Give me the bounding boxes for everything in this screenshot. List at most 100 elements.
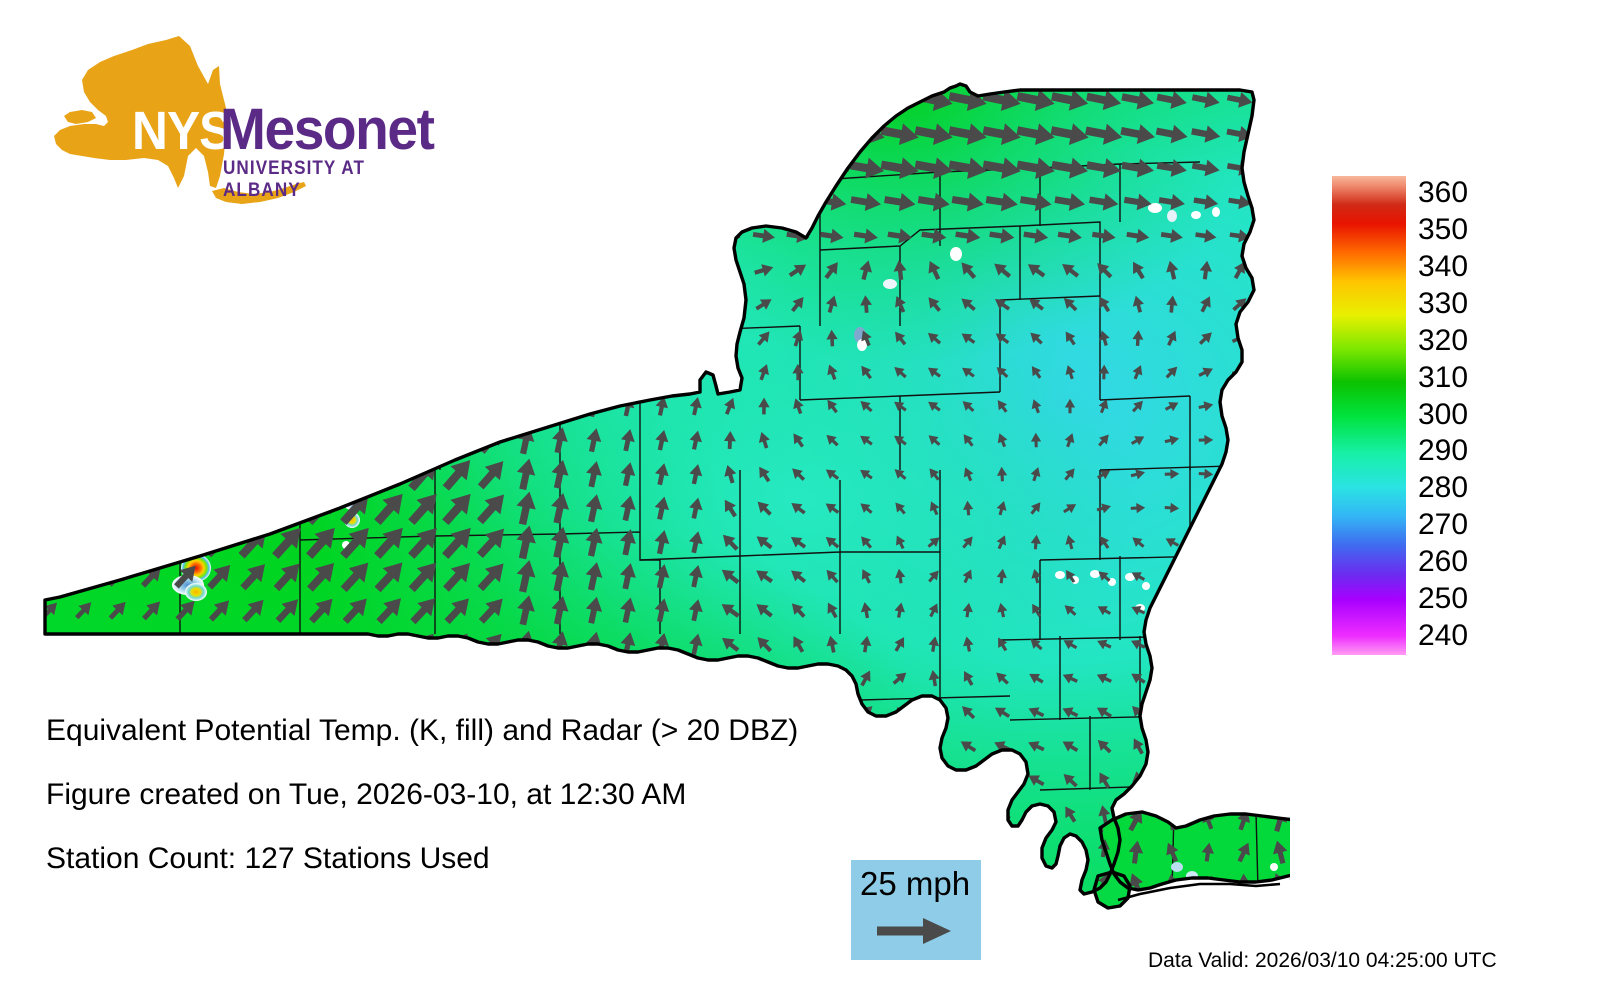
wind-vector-arrow [519,192,533,212]
wind-vector-arrow [826,569,839,584]
wind-vector-arrow [1266,434,1282,446]
wind-vector-arrow [142,363,160,383]
wind-vector-arrow [1062,264,1080,278]
wind-vector-arrow [478,598,503,624]
wind-vector-arrow [788,264,807,278]
coastline [1117,878,1290,902]
wind-vector-arrow [1130,436,1145,446]
wind-vector-arrow [620,529,636,556]
wind-vector-arrow [962,401,975,412]
wind-vector-arrow [584,194,602,211]
wind-vector-arrow [793,433,804,448]
wind-vector-arrow [1063,773,1078,788]
wind-vector-arrow [754,264,774,277]
wind-vector-arrow [1200,703,1212,721]
wind-vector-arrow [1016,89,1055,111]
wind-vector-arrow [174,395,195,419]
wind-vector-arrow [1131,639,1146,650]
wind-vector-arrow [781,158,815,178]
wind-vector-arrow [927,332,942,345]
wind-vector-arrow [1065,535,1076,550]
wind-scale-label: 25 mph [860,865,971,902]
map-container[interactable] [0,0,1290,960]
wind-vector-arrow [1054,193,1086,212]
wind-vector-arrow [827,602,838,619]
wind-vector-arrow [214,262,228,279]
wind-vector-arrow [45,161,60,175]
wind-scale-key: 25 mph [851,860,981,960]
wind-vector-arrow [1120,124,1155,145]
wind-vector-arrow [382,906,398,927]
wind-vector-arrow [340,493,369,526]
wind-vector-arrow [686,263,706,277]
wind-vector-arrow [145,260,159,280]
wind-vector-arrow [1166,295,1178,313]
new-york-state-theta-e-map[interactable] [0,0,1290,960]
wind-vector-arrow [1091,228,1116,244]
wind-vector-arrow [442,527,471,559]
wind-vector-arrow [176,94,195,107]
wind-vector-arrow [1086,90,1122,111]
wind-vector-arrow [417,327,431,349]
wind-vector-arrow [143,163,160,175]
wind-vector-arrow [280,906,296,927]
wind-vector-arrow [1028,707,1045,718]
wind-vector-arrow [914,157,953,180]
wind-vector-arrow [715,159,745,177]
wind-vector-arrow [746,124,781,144]
wind-vector-arrow [1060,939,1081,960]
wind-vector-arrow [995,842,1011,856]
wind-vector-arrow [1027,264,1046,278]
wind-vector-arrow [314,297,331,313]
wind-vector-arrow [177,128,194,141]
wind-vector-arrow [447,669,467,689]
wind-vector-arrow [1234,669,1246,687]
wind-vector-arrow [793,398,804,415]
wind-vector-arrow [685,229,707,243]
wind-vector-arrow [689,464,703,485]
wind-vector-arrow [210,670,228,688]
wind-vector-arrow [1057,228,1082,244]
wind-vector-arrow [759,669,771,688]
wind-vector-arrow [140,566,161,588]
wind-vector-arrow [408,562,437,593]
wind-vector-arrow [1233,571,1248,582]
wind-vector-arrow [655,463,669,486]
wind-vector-arrow [1198,434,1214,446]
wind-vector-arrow [1233,538,1248,548]
wind-vector-arrow [418,261,431,280]
wind-vector-arrow [1019,192,1052,212]
wind-vector-arrow [517,595,535,626]
wind-vector-arrow [1198,468,1214,479]
wind-vector-arrow [343,393,367,421]
wind-vector-arrow [756,604,773,618]
wind-vector-arrow [756,570,773,584]
wind-vector-arrow [452,194,465,212]
wind-vector-arrow [248,193,261,212]
wind-vector-arrow [382,162,399,176]
wind-vector-arrow [106,463,128,487]
wind-vector-arrow [860,435,873,446]
wind-vector-arrow [1264,905,1283,927]
wind-vector-arrow [171,495,198,524]
wind-vector-arrow [106,429,127,453]
wind-vector-arrow [553,157,567,179]
wind-vector-arrow [486,159,500,178]
wind-vector-arrow [484,906,500,927]
wind-vector-arrow [277,362,297,384]
wind-vector-arrow [681,91,711,109]
wind-vector-arrow [896,535,906,550]
wind-vector-arrow [281,229,297,244]
colorbar-label-260: 260 [1418,545,1469,578]
wind-vector-arrow [650,194,674,210]
wind-vector-arrow [586,122,602,147]
wind-vector-arrow [948,89,987,111]
wind-vector-arrow [45,195,60,209]
colorbar-label-280: 280 [1418,471,1469,504]
wind-vector-arrow [1268,635,1280,652]
wind-vector-arrow [1165,538,1180,548]
wind-vector-arrow [1232,400,1248,412]
wind-vector-arrow [516,491,536,526]
wind-vector-arrow [651,229,673,243]
wind-vector-arrow [652,263,672,277]
